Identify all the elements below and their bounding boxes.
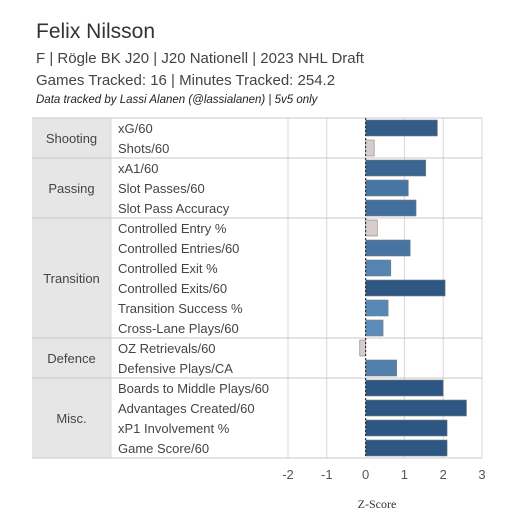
category-label-shooting: Shooting [46, 131, 97, 146]
x-tick-label: 2 [440, 467, 447, 482]
metric-label: Advantages Created/60 [118, 401, 255, 416]
x-tick-label: 3 [478, 467, 485, 482]
metric-label: OZ Retrievals/60 [118, 341, 216, 356]
bar [365, 139, 375, 157]
bar [365, 439, 448, 457]
data-credit-note: Data tracked by Lassi Alanen (@lassialan… [36, 94, 318, 106]
bar [365, 359, 397, 377]
bar [365, 319, 384, 337]
metric-label: Defensive Plays/CA [118, 361, 233, 376]
bar [365, 259, 392, 277]
category-label-transition: Transition [43, 271, 100, 286]
x-tick-label: 0 [362, 467, 369, 482]
metric-label: Controlled Exits/60 [118, 281, 227, 296]
player-name-title: Felix Nilsson [36, 20, 156, 43]
metric-label: Controlled Entries/60 [118, 241, 239, 256]
metric-label: Shots/60 [118, 141, 169, 156]
metric-label: Cross-Lane Plays/60 [118, 321, 239, 336]
x-tick-label: 1 [401, 467, 408, 482]
bar [359, 339, 366, 357]
metric-label: Transition Success % [118, 301, 243, 316]
bar [365, 119, 438, 137]
bar [365, 179, 409, 197]
bar [365, 199, 417, 217]
bar [365, 299, 389, 317]
metric-label: xG/60 [118, 121, 153, 136]
metric-label: Controlled Exit % [118, 261, 218, 276]
bar [365, 419, 448, 437]
metric-label: Boards to Middle Plays/60 [118, 381, 269, 396]
category-label-misc: Misc. [56, 411, 86, 426]
bar [365, 239, 411, 257]
x-axis-title: Z-Score [358, 497, 397, 511]
bar [365, 159, 427, 177]
metric-label: xA1/60 [118, 161, 158, 176]
category-label-passing: Passing [48, 181, 94, 196]
bar [365, 279, 446, 297]
metric-label: Game Score/60 [118, 441, 209, 456]
x-tick-label: -2 [282, 467, 294, 482]
tracking-summary-line: Games Tracked: 16 | Minutes Tracked: 254… [36, 72, 336, 89]
x-tick-label: -1 [321, 467, 333, 482]
category-column-bg [32, 118, 111, 458]
metric-label: Slot Passes/60 [118, 181, 205, 196]
bar [365, 399, 467, 417]
player-info-line: F | Rögle BK J20 | J20 Nationell | 2023 … [36, 50, 364, 67]
category-label-defence: Defence [47, 351, 95, 366]
metric-label: Controlled Entry % [118, 221, 227, 236]
metric-label: Slot Pass Accuracy [118, 201, 230, 216]
bar [365, 219, 378, 237]
metric-label: xP1 Involvement % [118, 421, 230, 436]
bar [365, 379, 444, 397]
